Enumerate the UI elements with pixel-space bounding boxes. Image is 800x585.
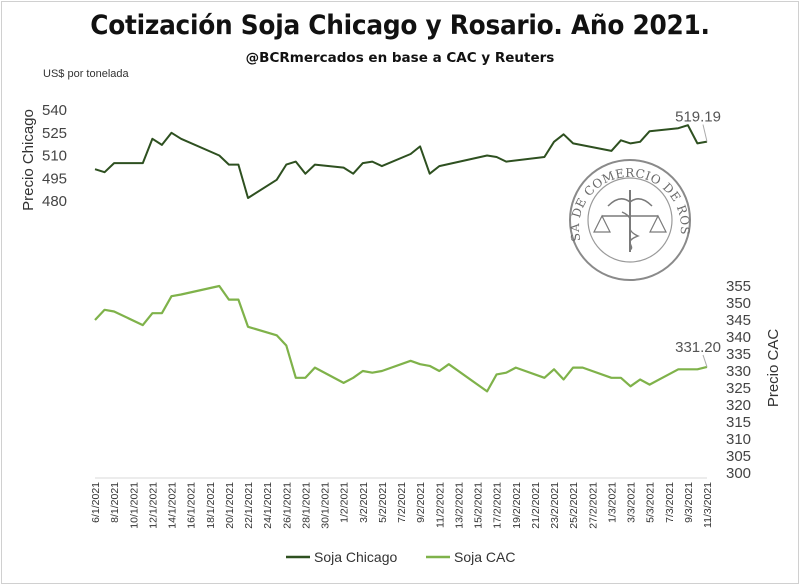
series-line-soja-cac	[94, 284, 708, 393]
last-value-label: 519.19	[675, 109, 721, 126]
x-axis: 6/1/2021 8/1/2021 10/1/2021 12/1/2021 14/1/2…	[90, 477, 714, 529]
legend-label-soja-cac: Soja CAC	[454, 549, 515, 565]
x-tick-label: 3/2/2021	[358, 482, 370, 523]
x-tick-label: 26/1/2021	[281, 482, 293, 529]
legend: Soja Chicago Soja CAC	[286, 549, 515, 565]
x-tick-label: 9/2/2021	[415, 482, 427, 523]
right-axis-title: Precio CAC	[765, 329, 782, 408]
last-value-label: 331.20	[675, 339, 721, 356]
left-tick-label: 495	[42, 170, 67, 187]
right-tick-label: 340	[726, 329, 751, 346]
seal-serpent	[621, 211, 640, 251]
right-tick-label: 350	[726, 295, 751, 312]
x-tick-label: 7/3/2021	[664, 482, 676, 523]
x-tick-label: 15/2/2021	[473, 482, 485, 529]
x-tick-label: 21/2/2021	[530, 482, 542, 529]
x-tick-label: 28/1/2021	[300, 482, 312, 529]
seal-wings	[607, 198, 653, 207]
seal-balance-pans	[593, 214, 667, 233]
x-tick-label: 16/1/2021	[186, 482, 198, 529]
x-tick-label: 5/3/2021	[645, 482, 657, 523]
right-tick-label: 315	[726, 414, 751, 431]
right-tick-label: 305	[726, 448, 751, 465]
annotation-leader	[702, 354, 708, 368]
x-tick-label: 25/2/2021	[568, 482, 580, 529]
x-tick-label: 10/1/2021	[128, 482, 140, 529]
right-tick-label: 355	[726, 278, 751, 295]
x-tick-label: 20/1/2021	[224, 482, 236, 529]
unit-label: US$ por tonelada	[43, 68, 129, 80]
x-tick-label: 7/2/2021	[396, 482, 408, 523]
x-tick-label: 18/1/2021	[205, 482, 217, 529]
x-tick-label: 12/1/2021	[147, 482, 159, 529]
series-layer	[94, 124, 708, 393]
right-tick-label: 330	[726, 363, 751, 380]
chart-title: Cotización Soja Chicago y Rosario. Año 2…	[90, 10, 710, 41]
right-tick-label: 325	[726, 380, 751, 397]
x-tick-label: 22/1/2021	[243, 482, 255, 529]
x-tick-label: 3/3/2021	[626, 482, 638, 523]
right-tick-label: 335	[726, 346, 751, 363]
x-tick-label: 9/3/2021	[683, 482, 695, 523]
x-tick-label: 27/2/2021	[587, 482, 599, 529]
seal-text: BOLSA DE COMERCIO DE ROSARIO	[0, 0, 692, 243]
left-tick-label: 510	[42, 148, 67, 165]
right-tick-label: 320	[726, 397, 751, 414]
seal-outer-ring	[569, 159, 691, 281]
legend-label-soja-chicago: Soja Chicago	[314, 549, 397, 565]
x-tick-label: 6/1/2021	[90, 482, 102, 523]
annotation-leader	[702, 124, 708, 142]
x-tick-label: 24/1/2021	[262, 482, 274, 529]
annotations: 519.19 331.20	[675, 109, 721, 368]
x-tick-label: 23/2/2021	[549, 482, 561, 529]
chart-subtitle: @BCRmercados en base a CAC y Reuters	[245, 50, 555, 66]
x-tick-label: 13/2/2021	[453, 482, 465, 529]
series-line-soja-chicago	[94, 124, 708, 199]
left-axis-title: Precio Chicago	[20, 109, 37, 211]
x-tick-label: 11/3/2021	[702, 482, 714, 528]
left-tick-label: 540	[42, 102, 67, 119]
bcr-seal-logo: BOLSA DE COMERCIO DE ROSARIO	[0, 0, 692, 281]
x-tick-label: 11/2/2021	[434, 482, 446, 528]
left-tick-label: 480	[42, 193, 67, 210]
right-tick-label: 300	[726, 465, 751, 482]
right-tick-label: 345	[726, 312, 751, 329]
x-tick-label: 19/2/2021	[511, 482, 523, 529]
x-tick-label: 30/1/2021	[320, 482, 332, 529]
left-axis: 480 495 510 525 540	[42, 102, 67, 210]
left-tick-label: 525	[42, 125, 67, 142]
x-tick-label: 8/1/2021	[109, 482, 121, 523]
x-tick-label: 5/2/2021	[377, 482, 389, 523]
x-tick-label: 17/2/2021	[492, 482, 504, 529]
right-tick-label: 310	[726, 431, 751, 448]
x-tick-label: 14/1/2021	[167, 482, 179, 529]
x-tick-label: 1/3/2021	[606, 482, 618, 523]
x-tick-label: 1/2/2021	[339, 482, 351, 523]
seal-inner-ring	[587, 177, 673, 263]
